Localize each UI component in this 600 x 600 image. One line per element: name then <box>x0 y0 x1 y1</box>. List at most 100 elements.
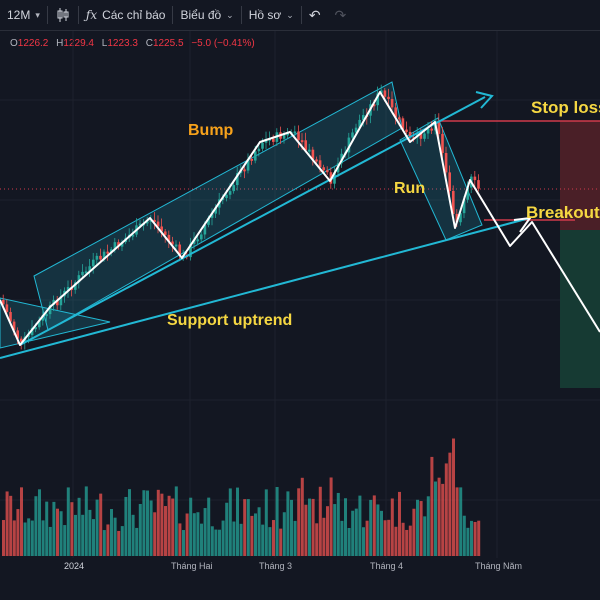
volume-bar <box>398 491 401 556</box>
candle-body <box>308 149 311 152</box>
volume-bar <box>300 477 304 556</box>
redo-icon: ↷ <box>334 6 347 23</box>
candle-body <box>225 194 228 199</box>
interval-selector[interactable]: 12M ▾ <box>0 0 47 30</box>
volume-bar <box>138 503 142 556</box>
candle-body <box>92 259 95 267</box>
volume-bar <box>210 526 214 556</box>
chart-type-menu[interactable]: Biểu đồ ⌄ <box>173 0 240 30</box>
stop-loss-label: Stop loss <box>531 98 600 117</box>
volume-bar <box>95 499 99 556</box>
close-label: C <box>145 38 153 49</box>
candle-body <box>297 131 300 141</box>
volume-bar <box>203 508 207 556</box>
volume-bar <box>99 493 103 556</box>
volume-bar <box>84 486 88 556</box>
volume-bar <box>171 498 175 556</box>
divider <box>77 6 79 24</box>
volume-bar <box>466 527 470 556</box>
candle-body <box>2 300 5 305</box>
volume-bar <box>12 520 16 556</box>
volume-bar <box>16 509 20 556</box>
target-zone[interactable] <box>560 230 600 388</box>
volume-bar <box>329 477 333 556</box>
candle-body <box>167 234 171 242</box>
volume-bar <box>477 520 481 556</box>
volume-bar <box>250 515 254 556</box>
volume-bar <box>257 507 261 556</box>
volume-bar <box>315 523 319 556</box>
redo-button[interactable]: ↷ <box>328 0 354 30</box>
volume-bar <box>200 523 203 556</box>
volume-bar <box>372 495 376 556</box>
volume-bar <box>167 495 171 556</box>
candle-body <box>48 304 52 315</box>
candle-body <box>405 129 408 132</box>
change-value: −5.0 (−0.41%) <box>191 38 255 49</box>
candle-body <box>27 335 30 338</box>
candle-body <box>164 231 167 235</box>
candle-body <box>322 167 325 171</box>
volume-bar <box>56 508 59 556</box>
volume-bar <box>286 491 290 556</box>
candle-body <box>293 131 297 134</box>
undo-button[interactable]: ↶ <box>302 0 328 30</box>
volume-bar <box>430 456 434 556</box>
volume-bar <box>455 487 459 556</box>
volume-bar <box>207 497 211 556</box>
indicators-button[interactable]: ƒx Các chỉ báo <box>79 0 173 30</box>
indicators-label: Các chỉ báo <box>102 8 166 22</box>
volume-bar <box>423 516 427 556</box>
volume-bar <box>246 499 250 556</box>
volume-bar <box>279 528 283 556</box>
candle-body <box>376 93 379 106</box>
price-path-zigzag[interactable] <box>0 91 600 346</box>
candle-body <box>246 158 250 171</box>
profile-label: Hồ sơ <box>248 8 282 22</box>
volume-bar <box>322 517 326 556</box>
volume-bar <box>351 510 355 556</box>
lead-in-trend-line[interactable] <box>19 96 486 346</box>
open-label: O <box>10 38 18 49</box>
candle-body <box>228 191 232 195</box>
candle-body <box>261 142 264 149</box>
candle-body <box>254 151 257 161</box>
volume-bar <box>354 508 358 556</box>
volume-bar <box>45 501 49 556</box>
volume-bar <box>156 489 160 556</box>
lead-in-arrow-head <box>475 91 494 109</box>
candle-body <box>300 140 304 143</box>
volume-bar <box>318 486 322 556</box>
candle-body <box>398 117 401 120</box>
candle-body <box>174 244 178 247</box>
volume-bar <box>254 513 257 556</box>
candle-body <box>214 207 217 214</box>
volume-bar <box>261 524 265 556</box>
undo-icon: ↶ <box>308 6 321 23</box>
top-toolbar: 12M ▾ ƒx Các chỉ báo Biểu đồ ⌄ Hồ sơ ⌄ ↶… <box>0 0 600 31</box>
candle-body <box>272 138 275 142</box>
xaxis-label: Tháng Năm <box>475 561 523 571</box>
volume-bar <box>311 498 315 556</box>
stop-loss-zone[interactable] <box>560 121 600 230</box>
profile-menu[interactable]: Hồ sơ ⌄ <box>242 0 301 30</box>
volume-bar <box>347 527 351 556</box>
volume-bar <box>365 520 369 556</box>
volume-bar <box>88 509 92 556</box>
price-chart[interactable] <box>0 31 600 558</box>
xaxis-label: 2024 <box>64 561 85 571</box>
volume-bar <box>358 495 362 556</box>
candle-body <box>106 251 109 254</box>
bump-label: Bump <box>188 122 234 139</box>
candles-style-button[interactable] <box>48 0 78 30</box>
volume-bar <box>297 488 301 556</box>
volume-bar <box>9 495 13 556</box>
volume-bar <box>110 509 113 556</box>
volume-bar <box>102 530 106 556</box>
volume-bar <box>394 526 398 556</box>
support-uptrend-line[interactable] <box>0 217 531 359</box>
candle-body <box>189 243 192 258</box>
candle-body <box>171 241 174 245</box>
candle-body <box>5 304 9 313</box>
candle-body <box>304 140 307 151</box>
